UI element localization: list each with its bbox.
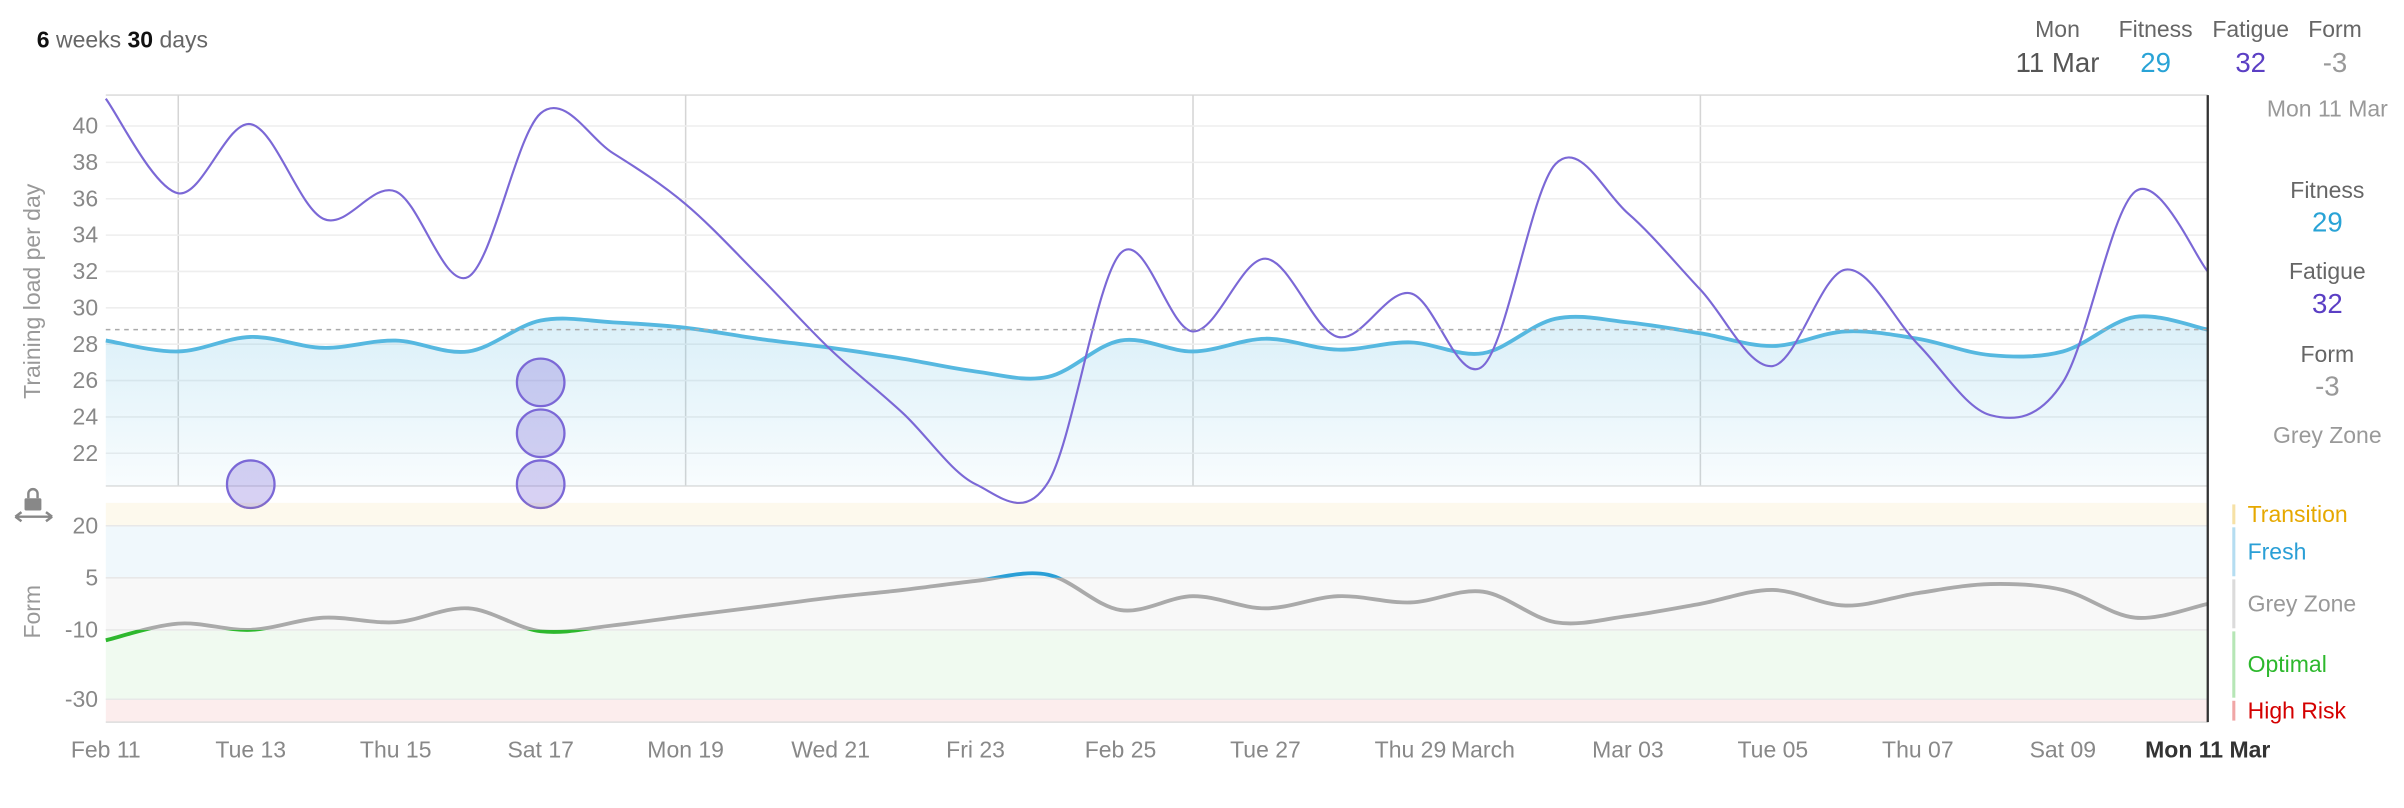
y-axis-label: Training load per day	[19, 183, 45, 399]
y-tick-label: 26	[73, 367, 99, 393]
zone-label: Fresh	[2248, 538, 2307, 564]
summary-date: 11 Mar	[2016, 47, 2100, 78]
zone-label: Transition	[2248, 501, 2348, 527]
zone-band	[105, 502, 2208, 526]
fatigue-line	[104, 98, 2209, 504]
sidebar-fitness-label: Fitness	[2290, 177, 2364, 203]
form-tick-label: -30	[65, 686, 98, 712]
summary-fitness-label: Fitness	[2119, 16, 2193, 42]
weeks-number[interactable]: 6	[37, 27, 50, 53]
zone-band	[105, 629, 2208, 700]
form-line	[136, 577, 2209, 630]
zone-indicator	[2232, 631, 2236, 698]
y-tick-label: 34	[73, 222, 99, 248]
sidebar-date-box: Mon 11 Mar	[2266, 96, 2388, 123]
y-tick-label: 38	[73, 149, 99, 175]
zone-label: Optimal	[2248, 651, 2327, 677]
x-tick-label: Sat 09	[2030, 736, 2096, 762]
zone-indicator	[2232, 527, 2236, 577]
x-tick-label: March	[1451, 736, 1515, 762]
summary-fatigue: 32	[2235, 47, 2266, 78]
x-tick-label: Fri 23	[946, 736, 1005, 762]
y-tick-label: 22	[73, 440, 99, 466]
zone-band	[105, 525, 2208, 578]
lock-icon[interactable]	[14, 487, 53, 523]
x-tick-label: Mon 11 Mar	[2145, 736, 2270, 762]
summary-form: -3	[2323, 47, 2348, 78]
sidebar-fitness: 29	[2312, 207, 2343, 238]
sidebar-fatigue: 32	[2312, 288, 2343, 319]
sidebar-form: -3	[2315, 371, 2340, 402]
zone-label: Grey Zone	[2248, 591, 2357, 617]
zone-indicator	[2232, 579, 2236, 629]
x-tick-label: Thu 15	[360, 736, 432, 762]
form-tick-label: -10	[65, 617, 98, 643]
summary-form-label: Form	[2308, 16, 2362, 42]
x-tick-label: Tue 13	[215, 736, 286, 762]
form-tick-label: 5	[85, 564, 98, 590]
x-tick-label: Tue 27	[1230, 736, 1301, 762]
y-tick-label: 30	[73, 294, 99, 320]
summary-fatigue-label: Fatigue	[2212, 16, 2289, 42]
range-selector[interactable]: 6 weeks 30 days	[37, 27, 208, 53]
y-tick-label: 40	[73, 113, 99, 139]
x-tick-label: Mon 19	[647, 736, 724, 762]
summary-day: Mon	[2035, 16, 2080, 42]
y-tick-label: 32	[73, 258, 99, 284]
x-tick-label: Mar 03	[1592, 736, 1664, 762]
x-tick-label: Sat 17	[507, 736, 573, 762]
form-tick-label: 20	[73, 512, 99, 538]
activity	[515, 408, 566, 459]
x-tick-label: Thu 07	[1882, 736, 1954, 762]
y-tick-label: 28	[73, 331, 99, 357]
weeks-text[interactable]: weeks	[55, 27, 121, 53]
days-number[interactable]: 30	[128, 27, 154, 53]
activity	[225, 459, 276, 510]
fitness-area	[105, 316, 2208, 487]
resize-arrows[interactable]	[14, 511, 53, 523]
y-tick-label: 24	[73, 404, 99, 430]
sidebar-date: Mon 11 Mar	[2266, 96, 2388, 123]
x-tick-label: Thu 29	[1375, 736, 1447, 762]
zone-indicator	[2232, 700, 2236, 721]
lock-shackle[interactable]	[27, 487, 39, 499]
fitness-line	[105, 314, 2209, 381]
sidebar-zone: Grey Zone	[2273, 422, 2382, 448]
zone-label: High Risk	[2248, 697, 2347, 723]
zone-indicator	[2232, 504, 2236, 525]
form-axis-label: Form	[19, 585, 45, 639]
zone-band	[105, 699, 2208, 723]
activity	[515, 357, 566, 408]
summary-fitness: 29	[2140, 47, 2171, 78]
x-tick-label: Wed 21	[791, 736, 870, 762]
days-text[interactable]: days	[159, 27, 208, 53]
x-tick-label: Tue 05	[1738, 736, 1809, 762]
sidebar-fatigue-label: Fatigue	[2289, 258, 2366, 284]
activity	[515, 459, 566, 510]
x-tick-label: Feb 25	[1085, 736, 1157, 762]
y-tick-label: 36	[73, 185, 99, 211]
lock-body[interactable]	[24, 498, 42, 511]
sidebar-form-label: Form	[2301, 341, 2355, 367]
x-tick-label: Feb 11	[71, 736, 141, 762]
